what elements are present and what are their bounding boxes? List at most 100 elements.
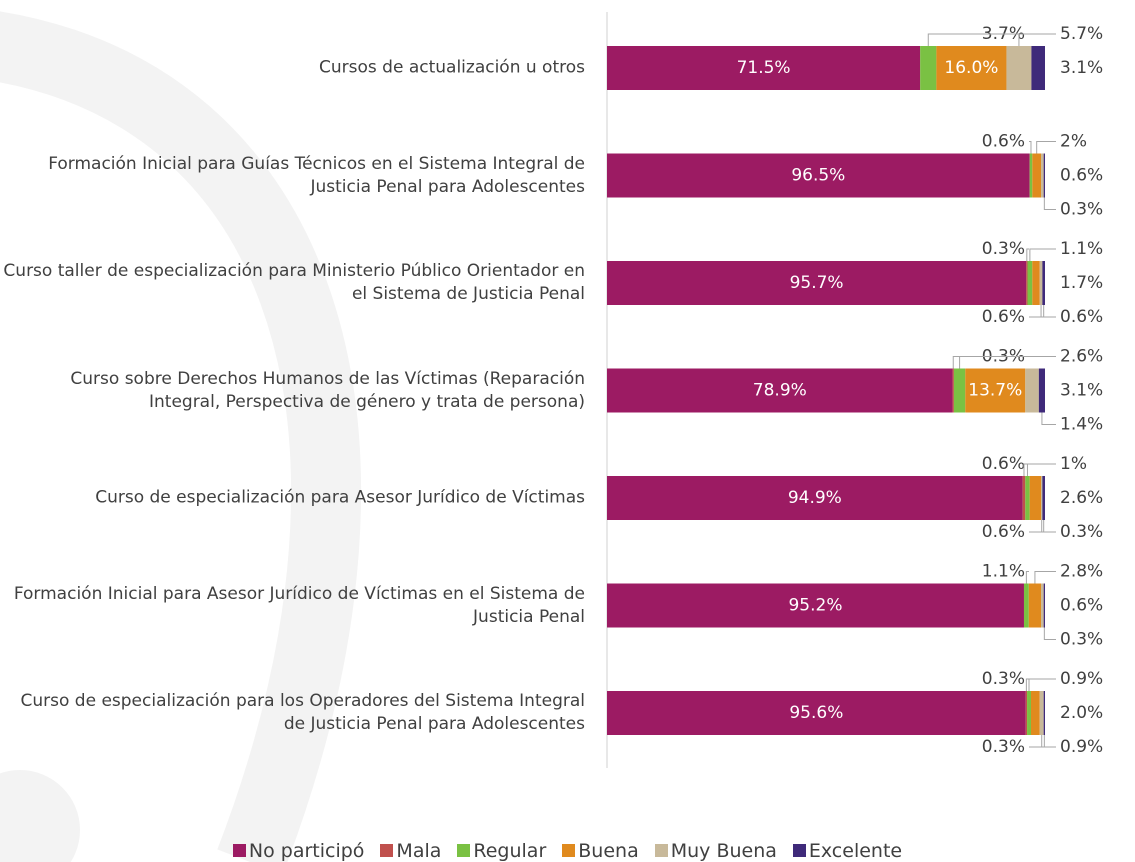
bar-segment (920, 46, 937, 90)
legend-item: No participó (232, 840, 365, 862)
leader-line (1029, 248, 1056, 261)
legend-label: Muy Buena (670, 840, 777, 862)
leader-line (1026, 248, 1029, 261)
data-label: 0.3% (982, 239, 1025, 259)
bar-segment (1022, 476, 1026, 520)
bar-segment (1023, 583, 1029, 628)
category-label: Curso sobre Derechos Humanos de las Víct… (70, 368, 585, 412)
data-label: 95.6% (789, 703, 843, 723)
category-label: Curso de especialización para los Operad… (20, 691, 586, 734)
bar-segment (936, 46, 1007, 90)
bar-segment (1006, 46, 1032, 90)
data-label: 13.7% (968, 381, 1022, 401)
data-label: 78.9% (753, 381, 807, 401)
bar-segment (607, 691, 1026, 735)
bar-segment (1039, 691, 1044, 735)
data-label: 0.3% (982, 669, 1025, 689)
leader-line (1018, 33, 1056, 46)
bar-segment (1032, 153, 1042, 198)
category-label: Curso taller de especialización para Min… (3, 261, 585, 304)
bar-segment (607, 583, 1024, 628)
legend-swatch (654, 844, 668, 857)
legend-swatch (457, 844, 471, 857)
bar-segment (1025, 476, 1030, 520)
bar-segment (1041, 153, 1044, 198)
bar-segment (1042, 476, 1045, 520)
category-label: Formación Inicial para Asesor Jurídico d… (13, 583, 585, 627)
bar-segment (1029, 476, 1042, 520)
leader-line (1034, 571, 1056, 584)
category-label: Curso de especialización para Asesor Jur… (95, 487, 585, 508)
legend-swatch (232, 844, 246, 857)
data-label: 1.7% (1060, 273, 1103, 293)
legend-label: Buena (578, 840, 639, 862)
data-label: 0.3% (1060, 630, 1103, 650)
leader-line (1025, 571, 1029, 584)
data-label: 96.5% (791, 166, 845, 186)
legend: No participó Mala Regular Buena Muy Buena Exc… (0, 840, 1135, 862)
bar-segment (1028, 583, 1042, 628)
leader-line (1025, 678, 1029, 691)
bar-segment (607, 46, 921, 90)
legend-label: No participó (248, 840, 365, 862)
bar-segment (965, 368, 1026, 413)
leader-line (1029, 141, 1032, 154)
bar-segment (1026, 261, 1028, 305)
bar-segment (607, 153, 1030, 198)
bar-segment (1043, 691, 1045, 735)
legend-swatch (792, 844, 806, 857)
leader-line (1029, 305, 1045, 318)
leader-line (1041, 412, 1056, 425)
data-label: 0.3% (1060, 200, 1103, 220)
bar-segment (1042, 261, 1045, 305)
data-label: 71.5% (737, 58, 791, 78)
leader-line (1029, 520, 1045, 533)
leader-line (1043, 197, 1056, 210)
bar-segment (1043, 583, 1045, 628)
bar-segment (952, 368, 954, 413)
data-label: 1% (1060, 454, 1087, 474)
legend-item: Buena (562, 840, 639, 862)
leader-line (1036, 141, 1056, 154)
bar-segment (1043, 153, 1045, 198)
leader-line (1029, 735, 1045, 748)
leader-line (959, 356, 1056, 369)
data-label: 94.9% (788, 488, 842, 508)
legend-label: Mala (396, 840, 442, 862)
data-label: 2.0% (1060, 703, 1103, 723)
legend-item: Regular (457, 840, 546, 862)
legend-label: Regular (473, 840, 547, 862)
data-label: 2% (1060, 132, 1087, 152)
data-label: 0.6% (982, 454, 1025, 474)
bar-segment (1039, 261, 1043, 305)
data-label: 0.6% (982, 522, 1025, 542)
bar-segment (607, 476, 1023, 520)
bar-segment (953, 368, 966, 413)
data-label: 0.6% (1060, 166, 1103, 186)
bar-segment (1027, 691, 1031, 735)
data-label: 0.3% (1060, 522, 1103, 542)
data-label: 1.1% (1060, 239, 1103, 259)
bar-segment (1038, 368, 1045, 413)
leader-line (1043, 627, 1056, 640)
data-label: 0.6% (1060, 307, 1103, 327)
data-label: 3.1% (1060, 381, 1103, 401)
category-label: Formación Inicial para Guías Técnicos en… (48, 153, 585, 197)
legend-item: Mala (380, 840, 441, 862)
data-label: 95.7% (790, 273, 844, 293)
data-label: 3.1% (1060, 58, 1103, 78)
bar-segment (607, 261, 1027, 305)
data-label: 2.6% (1060, 488, 1103, 508)
legend-item: Excelente (792, 840, 902, 862)
bar-segment (1030, 691, 1040, 735)
data-label: 0.6% (1060, 596, 1103, 616)
bar-segment (1027, 261, 1033, 305)
bar-segment (1029, 153, 1033, 198)
background-ornament (0, 11, 361, 862)
data-label: 16.0% (944, 58, 998, 78)
data-label: 5.7% (1060, 24, 1103, 44)
data-label: 2.8% (1060, 562, 1103, 582)
data-label: 0.6% (982, 132, 1025, 152)
